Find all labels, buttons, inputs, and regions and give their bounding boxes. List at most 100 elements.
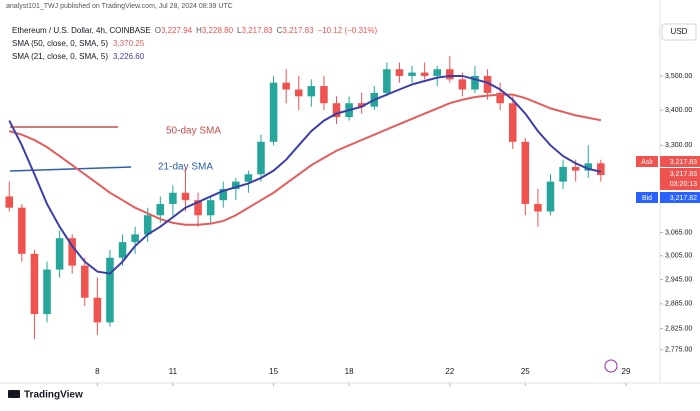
candle-body — [257, 141, 265, 175]
ask-tag — [636, 156, 658, 167]
candle-body — [508, 103, 517, 142]
candle-body — [446, 69, 454, 80]
candle-body — [68, 238, 76, 266]
ask-box — [660, 156, 700, 167]
candle-body — [43, 269, 51, 315]
candle-body — [571, 166, 580, 171]
candle-body — [546, 181, 555, 212]
footer-logo: TradingView — [8, 390, 83, 401]
quote-value: 3,217.83 — [282, 26, 314, 35]
legend-value: 3,370.25 — [113, 39, 145, 48]
candle-body — [420, 72, 429, 76]
candle-body — [232, 181, 240, 190]
quote-value: 3,228.80 — [202, 26, 234, 35]
candle-body — [18, 207, 26, 254]
candle-body — [131, 234, 139, 243]
x-tick-label: 22 — [445, 367, 454, 376]
legend: Ethereum / U.S. Dollar, 4h, COINBASE — [12, 26, 151, 35]
last-price: 3,217.83 — [670, 171, 697, 178]
candle-body — [597, 163, 605, 176]
candle-body — [269, 82, 278, 142]
candle-body — [433, 69, 441, 76]
legend-entry: SMA (21, close, 0, SMA, 5) — [12, 52, 108, 61]
bid-label: Bid — [642, 195, 652, 202]
candle-body — [471, 75, 479, 90]
candle-body — [5, 196, 14, 208]
candle-body — [55, 238, 64, 270]
countdown: 03:20:13 — [670, 181, 697, 188]
candle-body — [483, 75, 492, 93]
y-tick-label: 3,065.00 — [665, 229, 692, 236]
candle-body — [206, 200, 215, 216]
sma-line — [8, 74, 602, 275]
last-box — [660, 168, 700, 190]
x-tick-label: 29 — [622, 367, 631, 376]
quote-label: C — [277, 26, 283, 35]
candle-body — [244, 174, 253, 182]
candle-body — [395, 69, 404, 76]
candle-body — [307, 86, 316, 97]
quote-value: 3,217.83 — [241, 26, 273, 35]
candle-body — [282, 82, 290, 90]
candle-body — [294, 89, 303, 97]
quote-label: H — [196, 26, 202, 35]
ask-price: 3,217.83 — [670, 159, 697, 166]
symbol: Ethereum / U.S. Dollar, 4h, COINBASE — [12, 26, 151, 35]
y-tick-label: 2,885.00 — [665, 301, 692, 308]
price-tags: Ask 3,217.83 3,217.83 03:20:13 Bid 3,217… — [636, 156, 700, 203]
candle-body — [93, 297, 102, 323]
candle-body — [143, 215, 152, 235]
candle-body — [383, 69, 391, 93]
annotation: 50-day SMA — [166, 126, 221, 137]
quote-label: L — [237, 26, 242, 35]
candle-body — [181, 192, 190, 201]
candle-body — [521, 141, 530, 204]
candle-body — [219, 189, 228, 201]
candle-body — [81, 265, 89, 298]
quote-label: O — [155, 26, 161, 35]
x-tick-label: 15 — [269, 367, 278, 376]
alert-icon[interactable] — [604, 359, 618, 373]
currency[interactable]: USD — [671, 27, 688, 36]
candle-body — [496, 92, 504, 104]
sma-line — [8, 93, 602, 226]
ask-label: Ask — [641, 159, 653, 166]
x-tick-label: 11 — [169, 367, 178, 376]
candle-body — [106, 257, 114, 323]
y-tick-label: 3,005.00 — [665, 253, 692, 260]
quote-change: −10.12 (−0.31%) — [318, 26, 378, 35]
y-tick-label: 2,775.00 — [665, 347, 692, 354]
annotation-line — [9, 166, 132, 172]
candle-body — [408, 72, 416, 76]
y-tick-label: 2,825.00 — [665, 325, 692, 332]
footer: TradingView — [24, 390, 83, 401]
y-tick-label: 2,945.00 — [665, 276, 692, 283]
candle-body — [458, 79, 467, 90]
candle-body — [332, 103, 341, 118]
bid-box — [660, 192, 700, 203]
legend-entry: SMA (50, close, 0, SMA, 5) — [12, 39, 108, 48]
candle-body — [156, 203, 165, 216]
candle-body — [30, 253, 39, 315]
y-tick-label: 3,500.00 — [665, 73, 692, 80]
x-tick-label: 8 — [95, 367, 100, 376]
quote-value: 3,227.94 — [161, 26, 193, 35]
candle-body — [118, 242, 127, 258]
bid-price: 3,217.82 — [670, 195, 697, 202]
candle-body — [559, 166, 567, 182]
candle-body — [584, 163, 593, 171]
x-tick-label: 18 — [345, 367, 354, 376]
candle-body — [169, 192, 177, 204]
candle-body — [357, 103, 366, 107]
bid-tag — [636, 192, 658, 203]
header: analyst101_TWJ published on TradingView.… — [6, 3, 233, 10]
candle-body — [534, 203, 542, 212]
legend-value: 3,226.60 — [113, 52, 145, 61]
candle-body — [194, 200, 202, 216]
x-tick-label: 25 — [521, 367, 530, 376]
currency-button[interactable] — [661, 23, 697, 41]
y-tick-label: 3,300.00 — [665, 142, 692, 149]
candle-body — [320, 86, 328, 104]
